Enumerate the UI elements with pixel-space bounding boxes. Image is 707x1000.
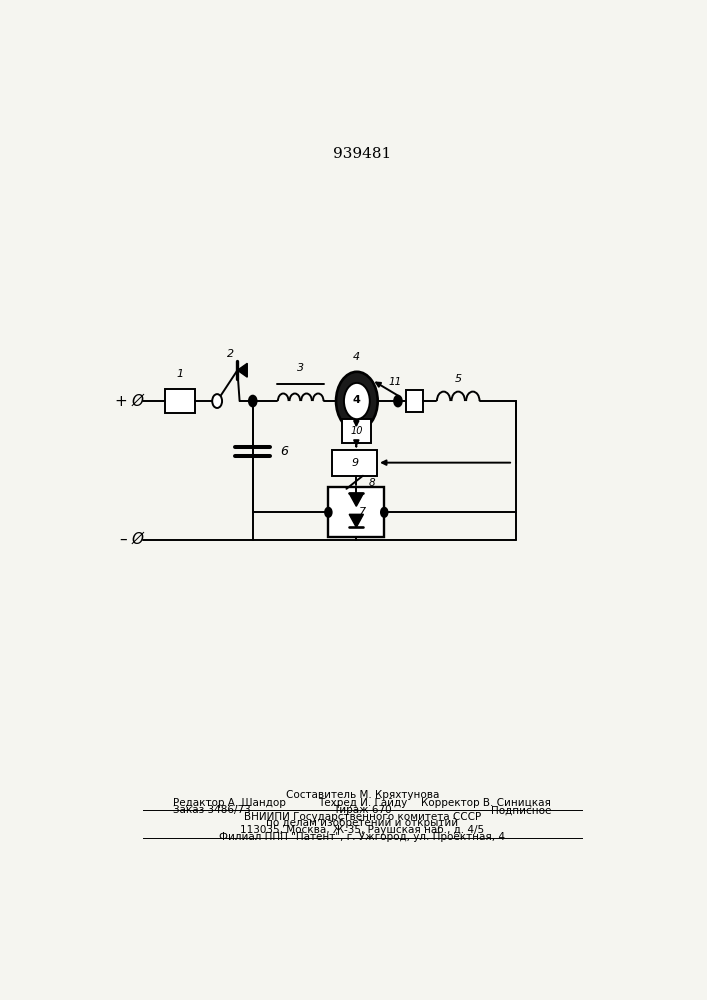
Bar	[165, 389, 195, 413]
Text: 4: 4	[353, 395, 361, 405]
Text: Техред И. Гайду: Техред И. Гайду	[317, 798, 407, 808]
Text: 1: 1	[177, 369, 184, 379]
Text: Ø: Ø	[132, 532, 144, 547]
Circle shape	[249, 396, 257, 406]
Text: 7: 7	[359, 507, 366, 517]
Text: ВНИИПИ Государственного комитета СССР: ВНИИПИ Государственного комитета СССР	[244, 812, 481, 822]
Circle shape	[381, 508, 387, 517]
Text: +: +	[114, 394, 127, 409]
Text: Тираж 670: Тираж 670	[333, 805, 392, 815]
Text: 11: 11	[389, 377, 402, 387]
Text: Подписное: Подписное	[491, 805, 551, 815]
Text: 2: 2	[227, 349, 235, 359]
Text: 9: 9	[351, 458, 358, 468]
Bar	[406, 390, 423, 412]
Circle shape	[344, 383, 370, 419]
Bar	[332, 450, 377, 476]
Text: Заказ 3486/73: Заказ 3486/73	[173, 805, 251, 815]
Text: Филиал ППП "Патент", г. Ужгород, ул. Проектная, 4: Филиал ППП "Патент", г. Ужгород, ул. Про…	[219, 832, 506, 842]
Text: 113035, Москва, Ж-35, Раушская наб., д. 4/5: 113035, Москва, Ж-35, Раушская наб., д. …	[240, 825, 484, 835]
Text: 6: 6	[280, 445, 288, 458]
Text: Корректор В. Синицкая: Корректор В. Синицкая	[421, 798, 551, 808]
Circle shape	[394, 396, 402, 406]
Text: 4: 4	[354, 352, 361, 362]
Circle shape	[336, 372, 378, 430]
Text: Составитель М. Кряхтунова: Составитель М. Кряхтунова	[286, 790, 439, 800]
Text: по делам изобретений и открытий: по делам изобретений и открытий	[267, 818, 458, 828]
Text: 5: 5	[455, 374, 462, 384]
Polygon shape	[238, 363, 247, 377]
Text: 939481: 939481	[333, 147, 392, 161]
Text: 3: 3	[297, 363, 304, 373]
Text: 8: 8	[368, 478, 375, 488]
Polygon shape	[349, 514, 363, 527]
Text: Редактор А. Шандор: Редактор А. Шандор	[173, 798, 286, 808]
Bar	[342, 419, 370, 443]
Text: –: –	[119, 532, 127, 547]
Polygon shape	[349, 493, 363, 506]
Text: 10: 10	[350, 426, 363, 436]
Circle shape	[325, 508, 332, 517]
Bar	[328, 487, 385, 537]
Circle shape	[212, 394, 222, 408]
Text: Ø: Ø	[132, 394, 144, 409]
